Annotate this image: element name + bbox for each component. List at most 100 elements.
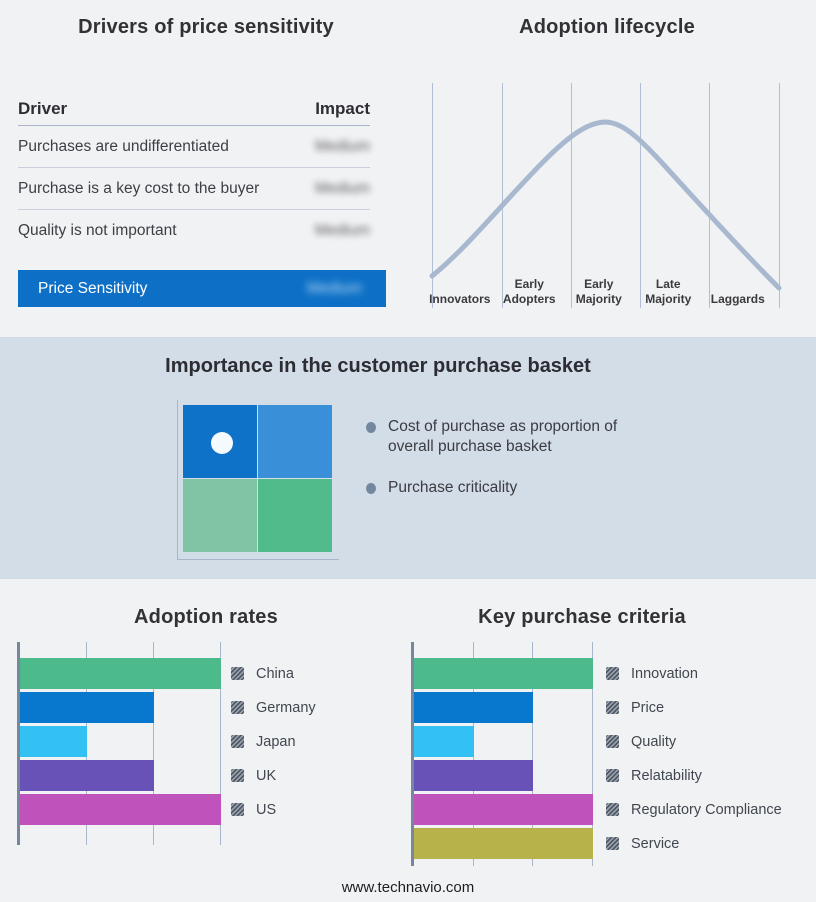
price-sensitivity-highlight-row: Price Sensitivity Medium bbox=[18, 270, 386, 307]
y-axis-line bbox=[411, 642, 414, 866]
quadrant-bottom-right bbox=[258, 479, 332, 552]
legend-item: Quality bbox=[606, 726, 676, 757]
legend-label: Japan bbox=[256, 733, 296, 750]
driver-column-header: Driver bbox=[18, 99, 68, 118]
bell-curve-line bbox=[429, 119, 782, 291]
legend-label: Innovation bbox=[631, 665, 698, 682]
quadrant-top-right bbox=[258, 405, 332, 478]
bar-germany bbox=[20, 692, 154, 723]
list-item: Purchase criticality bbox=[366, 478, 636, 498]
quadrant-x-axis bbox=[177, 559, 339, 560]
bar-price bbox=[414, 692, 534, 723]
bar-innovation bbox=[414, 658, 593, 689]
hatched-swatch-icon bbox=[606, 803, 619, 816]
impact-cell-blurred: Medium bbox=[306, 279, 362, 297]
bar-uk bbox=[20, 760, 154, 791]
bar-us bbox=[20, 794, 221, 825]
drivers-table-header: Driver Impact bbox=[18, 90, 370, 126]
footer-link[interactable]: www.technavio.com bbox=[341, 879, 475, 896]
impact-cell-blurred: Medium bbox=[314, 137, 370, 155]
legend-item: US bbox=[231, 794, 276, 825]
bar-service bbox=[414, 828, 593, 859]
table-row: Purchases are undifferentiated Medium bbox=[18, 126, 370, 168]
quadrant-top-left bbox=[183, 405, 257, 478]
stage-label-early-adopters: Early Adopters bbox=[502, 277, 556, 306]
key-purchase-criteria-title: Key purchase criteria bbox=[478, 606, 686, 628]
drivers-table: Driver Impact Purchases are undifferenti… bbox=[18, 90, 370, 252]
legend-label: Service bbox=[631, 835, 680, 852]
legend-label: UK bbox=[256, 767, 277, 784]
legend-item: Innovation bbox=[606, 658, 698, 689]
legend-item: Relatability bbox=[606, 760, 702, 791]
impact-cell-blurred: Medium bbox=[314, 179, 370, 197]
legend-label: Quality bbox=[631, 733, 677, 750]
hatched-swatch-icon bbox=[231, 769, 244, 782]
stage-label-late-majority: Late Majority bbox=[645, 277, 692, 306]
adoption-lifecycle-chart bbox=[429, 83, 782, 308]
table-row: Purchase is a key cost to the buyer Medi… bbox=[18, 168, 370, 210]
impact-column-header: Impact bbox=[315, 99, 370, 118]
driver-cell: Quality is not important bbox=[18, 222, 177, 239]
impact-cell-blurred: Medium bbox=[314, 222, 370, 239]
x-gridline bbox=[532, 642, 534, 866]
hatched-swatch-icon bbox=[606, 667, 619, 680]
bar-quality bbox=[414, 726, 474, 757]
legend-item: UK bbox=[231, 760, 276, 791]
legend-item: Regulatory Compliance bbox=[606, 794, 782, 825]
x-gridline bbox=[592, 642, 593, 866]
hatched-swatch-icon bbox=[231, 803, 244, 816]
lifecycle-stage-labels: Innovators Early Adopters Early Majority… bbox=[425, 263, 790, 307]
bullet-text: Purchase criticality bbox=[388, 479, 518, 496]
basket-bullet-list: Cost of purchase as proportion of overal… bbox=[366, 417, 636, 519]
adoption-rates-plot bbox=[20, 642, 221, 845]
x-gridline bbox=[152, 642, 154, 845]
bullet-dot-icon bbox=[366, 422, 376, 433]
legend-label: Price bbox=[631, 699, 665, 716]
basket-panel-title: Importance in the customer purchase bask… bbox=[165, 355, 591, 377]
quadrant-bottom-left bbox=[183, 479, 257, 552]
lifecycle-panel-title: Adoption lifecycle bbox=[519, 16, 695, 38]
stage-label-early-majority: Early Majority bbox=[575, 277, 622, 306]
x-gridline bbox=[220, 642, 221, 845]
hatched-swatch-icon bbox=[231, 667, 244, 680]
legend-label: China bbox=[256, 665, 294, 682]
y-axis-line bbox=[17, 642, 20, 845]
purchase-basket-quadrant bbox=[183, 405, 332, 552]
bar-japan bbox=[20, 726, 87, 757]
bullet-text: Cost of purchase as proportion of overal… bbox=[388, 418, 618, 455]
hatched-swatch-icon bbox=[606, 837, 619, 850]
highlight-row-label: Price Sensitivity bbox=[38, 279, 148, 297]
hatched-swatch-icon bbox=[231, 735, 244, 748]
driver-cell: Purchases are undifferentiated bbox=[18, 137, 229, 155]
hatched-swatch-icon bbox=[606, 769, 619, 782]
legend-item: Japan bbox=[231, 726, 296, 757]
bar-china bbox=[20, 658, 221, 689]
drivers-panel-title: Drivers of price sensitivity bbox=[78, 16, 334, 38]
legend-label: Regulatory Compliance bbox=[631, 801, 782, 818]
legend-item: Price bbox=[606, 692, 664, 723]
stage-label-innovators: Innovators bbox=[429, 292, 491, 306]
adoption-rates-title: Adoption rates bbox=[134, 606, 278, 628]
legend-label: Germany bbox=[256, 699, 316, 716]
list-item: Cost of purchase as proportion of overal… bbox=[366, 417, 636, 457]
hatched-swatch-icon bbox=[606, 735, 619, 748]
driver-cell: Purchase is a key cost to the buyer bbox=[18, 179, 260, 197]
stage-label-laggards: Laggards bbox=[710, 292, 765, 306]
bullet-dot-icon bbox=[366, 483, 376, 494]
legend-label: US bbox=[256, 801, 277, 818]
key-purchase-criteria-plot bbox=[414, 642, 593, 866]
legend-label: Relatability bbox=[631, 767, 702, 784]
bar-relatability bbox=[414, 760, 534, 791]
hatched-swatch-icon bbox=[231, 701, 244, 714]
key-purchase-criteria-chart: Innovation Price Quality Relatability Regula… bbox=[411, 642, 816, 866]
legend-item: China bbox=[231, 658, 294, 689]
quadrant-y-axis bbox=[177, 400, 178, 560]
legend-item: Service bbox=[606, 828, 679, 859]
table-row: Quality is not important Medium bbox=[18, 210, 370, 252]
lifecycle-gridlines bbox=[432, 83, 780, 308]
adoption-rates-chart: China Germany Japan UK US bbox=[17, 642, 415, 845]
legend-item: Germany bbox=[231, 692, 316, 723]
purchase-basket-band bbox=[0, 337, 816, 579]
bar-regulatory-compliance bbox=[414, 794, 593, 825]
